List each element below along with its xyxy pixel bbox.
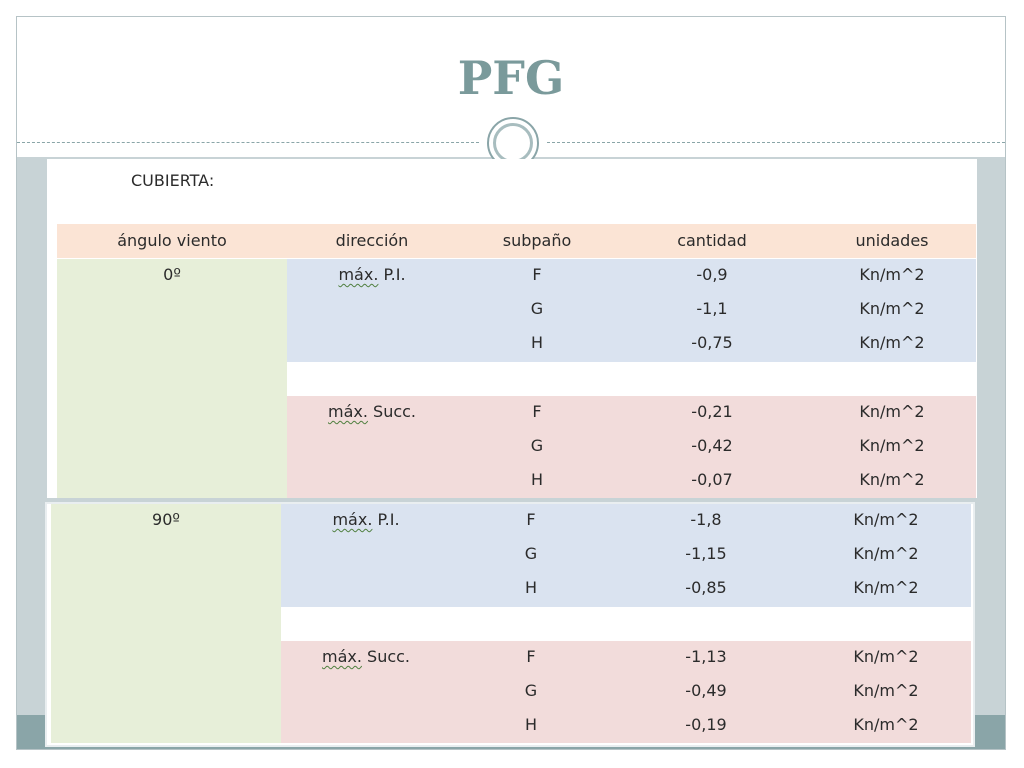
table-panel-0: CUBIERTA: ángulo viento dirección subpañ… bbox=[47, 159, 977, 498]
block-spacer bbox=[287, 362, 976, 396]
unidades-cell: Kn/m^2 bbox=[859, 402, 925, 421]
subpano-cell: H bbox=[530, 470, 544, 489]
subpano-cell: H bbox=[530, 333, 544, 352]
angle-cell-0 bbox=[57, 259, 287, 498]
unidades-cell: Kn/m^2 bbox=[859, 299, 925, 318]
header-direccion: dirección bbox=[335, 231, 409, 250]
subpano-cell: G bbox=[530, 299, 544, 318]
angle-value: 0º bbox=[163, 265, 181, 284]
unidades-cell: Kn/m^2 bbox=[853, 544, 919, 563]
direction-label: máx. P.I. bbox=[281, 510, 451, 530]
table-header-row bbox=[57, 224, 976, 258]
subpano-cell: G bbox=[524, 681, 538, 700]
unidades-cell: Kn/m^2 bbox=[853, 681, 919, 700]
section-label: CUBIERTA: bbox=[131, 171, 215, 190]
direction-label: máx. Succ. bbox=[287, 402, 457, 422]
unidades-cell: Kn/m^2 bbox=[853, 647, 919, 666]
cantidad-cell: -0,07 bbox=[691, 470, 733, 489]
table-panel-90: 90º máx. P.I. F -1,8 Kn/m^2 G -1,15 Kn/m… bbox=[47, 504, 973, 745]
unidades-cell: Kn/m^2 bbox=[859, 470, 925, 489]
subpano-cell: H bbox=[524, 715, 538, 734]
subpano-cell: G bbox=[524, 544, 538, 563]
subpano-cell: G bbox=[530, 436, 544, 455]
slide: PFG CUBIERTA: ángulo viento dirección su… bbox=[16, 16, 1006, 750]
cantidad-cell: -1,1 bbox=[696, 299, 728, 318]
direction-rest: P.I. bbox=[383, 265, 406, 284]
header-unidades: unidades bbox=[855, 231, 929, 250]
block-pi bbox=[281, 504, 971, 607]
direction-label: máx. Succ. bbox=[281, 647, 451, 667]
block-spacer bbox=[281, 607, 971, 641]
cantidad-cell: -0,75 bbox=[691, 333, 733, 352]
subpano-cell: F bbox=[532, 265, 542, 284]
block-pi bbox=[287, 259, 976, 362]
cantidad-cell: -0,19 bbox=[685, 715, 727, 734]
cantidad-cell: -0,42 bbox=[691, 436, 733, 455]
cantidad-cell: -0,85 bbox=[685, 578, 727, 597]
direction-label: máx. P.I. bbox=[287, 265, 457, 285]
unidades-cell: Kn/m^2 bbox=[853, 578, 919, 597]
cantidad-cell: -1,13 bbox=[685, 647, 727, 666]
slide-header: PFG bbox=[17, 17, 1005, 169]
subpano-cell: F bbox=[532, 402, 542, 421]
direction-rest: P.I. bbox=[377, 510, 400, 529]
cantidad-cell: -0,9 bbox=[696, 265, 728, 284]
unidades-cell: Kn/m^2 bbox=[859, 265, 925, 284]
block-succ bbox=[287, 396, 976, 498]
cantidad-cell: -1,15 bbox=[685, 544, 727, 563]
subpano-cell: F bbox=[526, 510, 536, 529]
ring-ornament-inner bbox=[493, 123, 533, 163]
direction-word: máx. bbox=[321, 647, 362, 666]
subpano-cell: H bbox=[524, 578, 538, 597]
header-angulo: ángulo viento bbox=[117, 231, 227, 250]
header-cantidad: cantidad bbox=[677, 231, 747, 250]
angle-cell-90 bbox=[51, 504, 281, 743]
unidades-cell: Kn/m^2 bbox=[853, 510, 919, 529]
direction-rest: Succ. bbox=[373, 402, 417, 421]
divider-right bbox=[547, 142, 1005, 143]
slide-title: PFG bbox=[457, 51, 565, 105]
block-succ bbox=[281, 641, 971, 743]
unidades-cell: Kn/m^2 bbox=[853, 715, 919, 734]
direction-word: máx. bbox=[338, 265, 379, 284]
divider-left bbox=[17, 142, 479, 143]
unidades-cell: Kn/m^2 bbox=[859, 436, 925, 455]
header-subpano: subpaño bbox=[502, 231, 572, 250]
direction-word: máx. bbox=[332, 510, 373, 529]
angle-value: 90º bbox=[152, 510, 180, 529]
unidades-cell: Kn/m^2 bbox=[859, 333, 925, 352]
cantidad-cell: -1,8 bbox=[690, 510, 722, 529]
direction-rest: Succ. bbox=[367, 647, 411, 666]
subpano-cell: F bbox=[526, 647, 536, 666]
cantidad-cell: -0,21 bbox=[691, 402, 733, 421]
cantidad-cell: -0,49 bbox=[685, 681, 727, 700]
direction-word: máx. bbox=[327, 402, 368, 421]
